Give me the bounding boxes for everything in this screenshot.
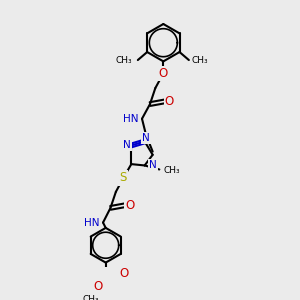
Text: O: O (165, 95, 174, 108)
Text: CH₃: CH₃ (163, 166, 180, 175)
Text: O: O (125, 199, 135, 212)
Text: O: O (120, 267, 129, 280)
Text: S: S (119, 172, 127, 184)
Text: CH₃: CH₃ (83, 296, 99, 300)
Text: CH₃: CH₃ (191, 56, 208, 64)
Text: N: N (123, 140, 131, 150)
Text: CH₃: CH₃ (115, 56, 132, 64)
Text: N: N (142, 133, 150, 143)
Text: O: O (159, 67, 168, 80)
Text: HN: HN (123, 114, 139, 124)
Text: O: O (93, 280, 102, 293)
Text: N: N (149, 160, 157, 170)
Text: HN: HN (84, 218, 100, 228)
